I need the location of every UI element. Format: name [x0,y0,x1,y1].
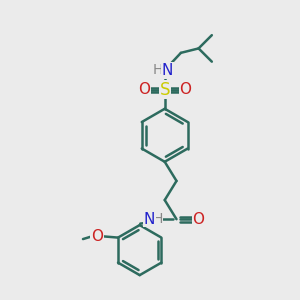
Text: O: O [193,212,205,227]
Text: N: N [144,212,155,227]
Text: S: S [160,81,170,99]
Text: O: O [138,82,150,97]
Text: O: O [179,82,191,97]
Text: O: O [91,229,103,244]
Text: H: H [153,64,164,77]
Text: H: H [152,212,163,226]
Text: N: N [161,63,173,78]
